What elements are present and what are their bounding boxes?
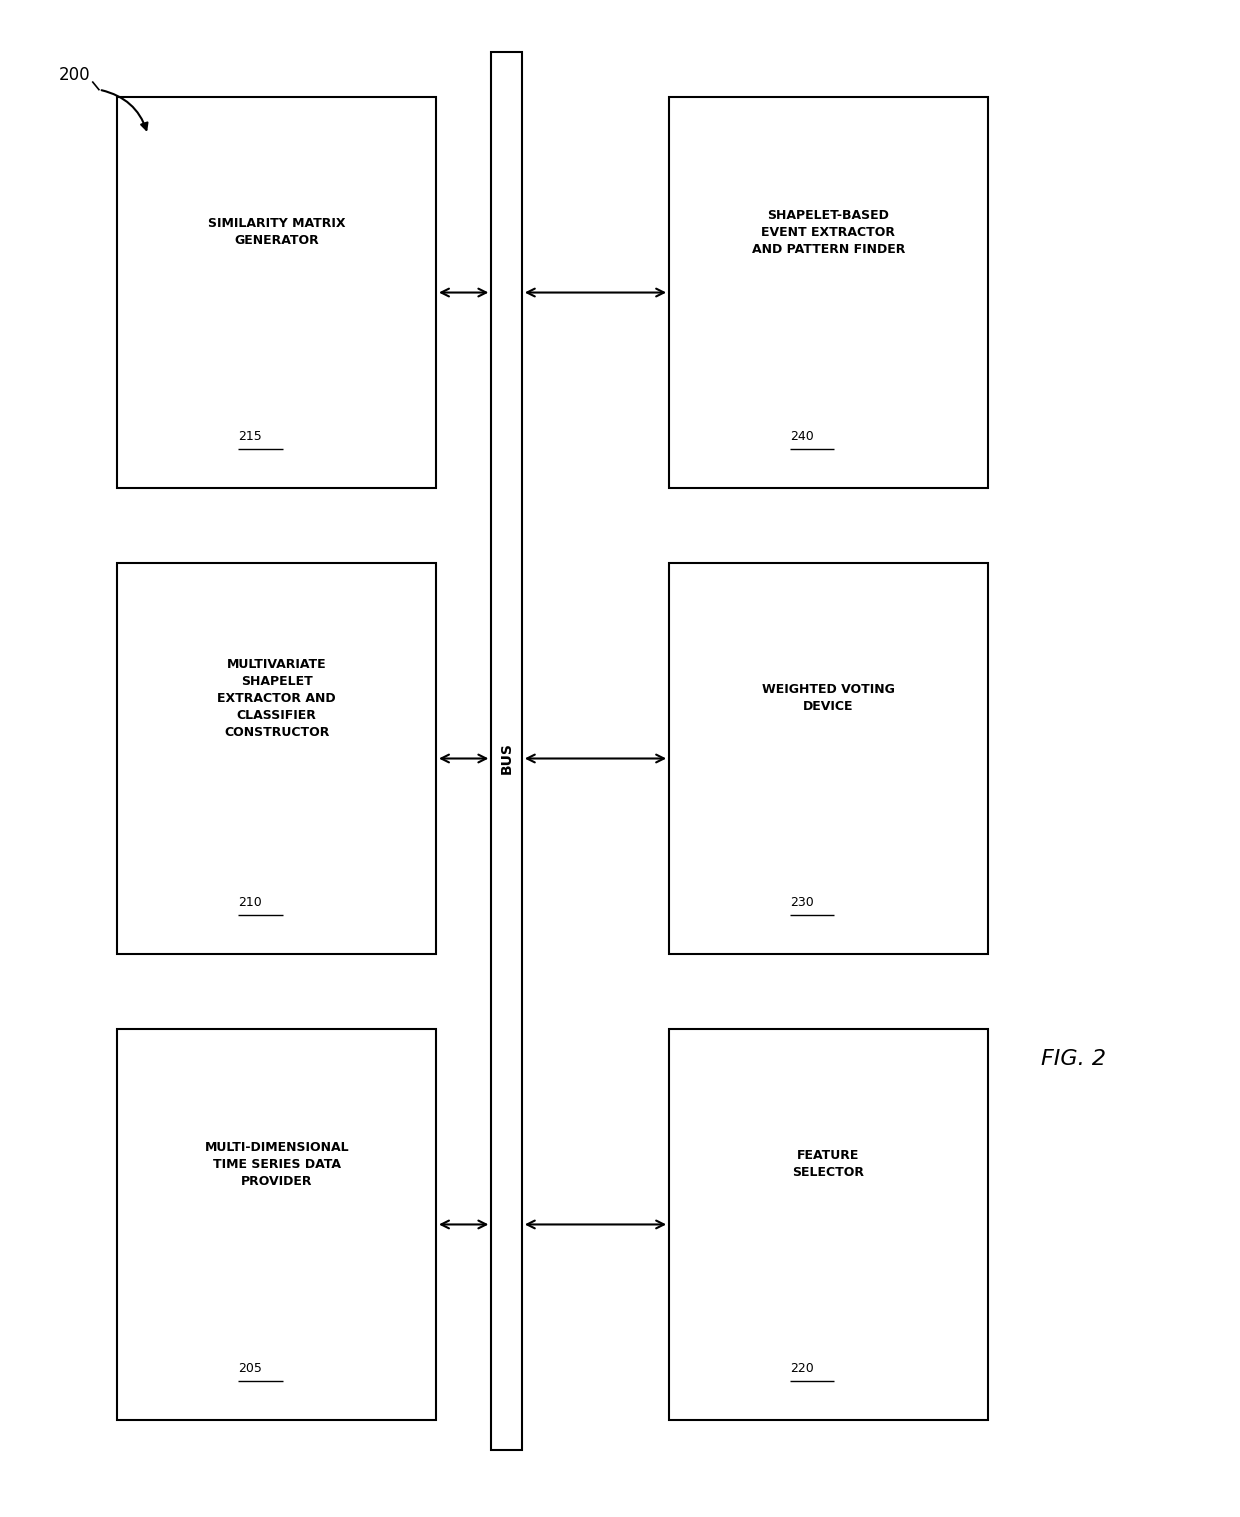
Text: SHAPELET-BASED
EVENT EXTRACTOR
AND PATTERN FINDER: SHAPELET-BASED EVENT EXTRACTOR AND PATTE… bbox=[751, 209, 905, 256]
Bar bbox=[118, 1029, 436, 1420]
Bar bbox=[118, 563, 436, 954]
Text: MULTI-DIMENSIONAL
TIME SERIES DATA
PROVIDER: MULTI-DIMENSIONAL TIME SERIES DATA PROVI… bbox=[205, 1141, 348, 1188]
Text: 230: 230 bbox=[790, 897, 813, 909]
Text: 205: 205 bbox=[238, 1362, 263, 1374]
Text: 215: 215 bbox=[238, 429, 262, 443]
Text: MULTIVARIATE
SHAPELET
EXTRACTOR AND
CLASSIFIER
CONSTRUCTOR: MULTIVARIATE SHAPELET EXTRACTOR AND CLAS… bbox=[217, 658, 336, 739]
Text: 240: 240 bbox=[790, 429, 813, 443]
Text: 220: 220 bbox=[790, 1362, 813, 1374]
Bar bbox=[491, 52, 522, 1450]
Text: FEATURE
SELECTOR: FEATURE SELECTOR bbox=[792, 1150, 864, 1179]
Text: 210: 210 bbox=[238, 897, 262, 909]
Text: FIG. 2: FIG. 2 bbox=[1042, 1050, 1106, 1069]
Text: BUS: BUS bbox=[500, 742, 513, 775]
Bar bbox=[670, 97, 988, 488]
Bar bbox=[670, 1029, 988, 1420]
Text: WEIGHTED VOTING
DEVICE: WEIGHTED VOTING DEVICE bbox=[763, 683, 895, 713]
Text: SIMILARITY MATRIX
GENERATOR: SIMILARITY MATRIX GENERATOR bbox=[208, 217, 346, 247]
Bar bbox=[118, 97, 436, 488]
Bar bbox=[670, 563, 988, 954]
Text: 200: 200 bbox=[58, 65, 91, 83]
